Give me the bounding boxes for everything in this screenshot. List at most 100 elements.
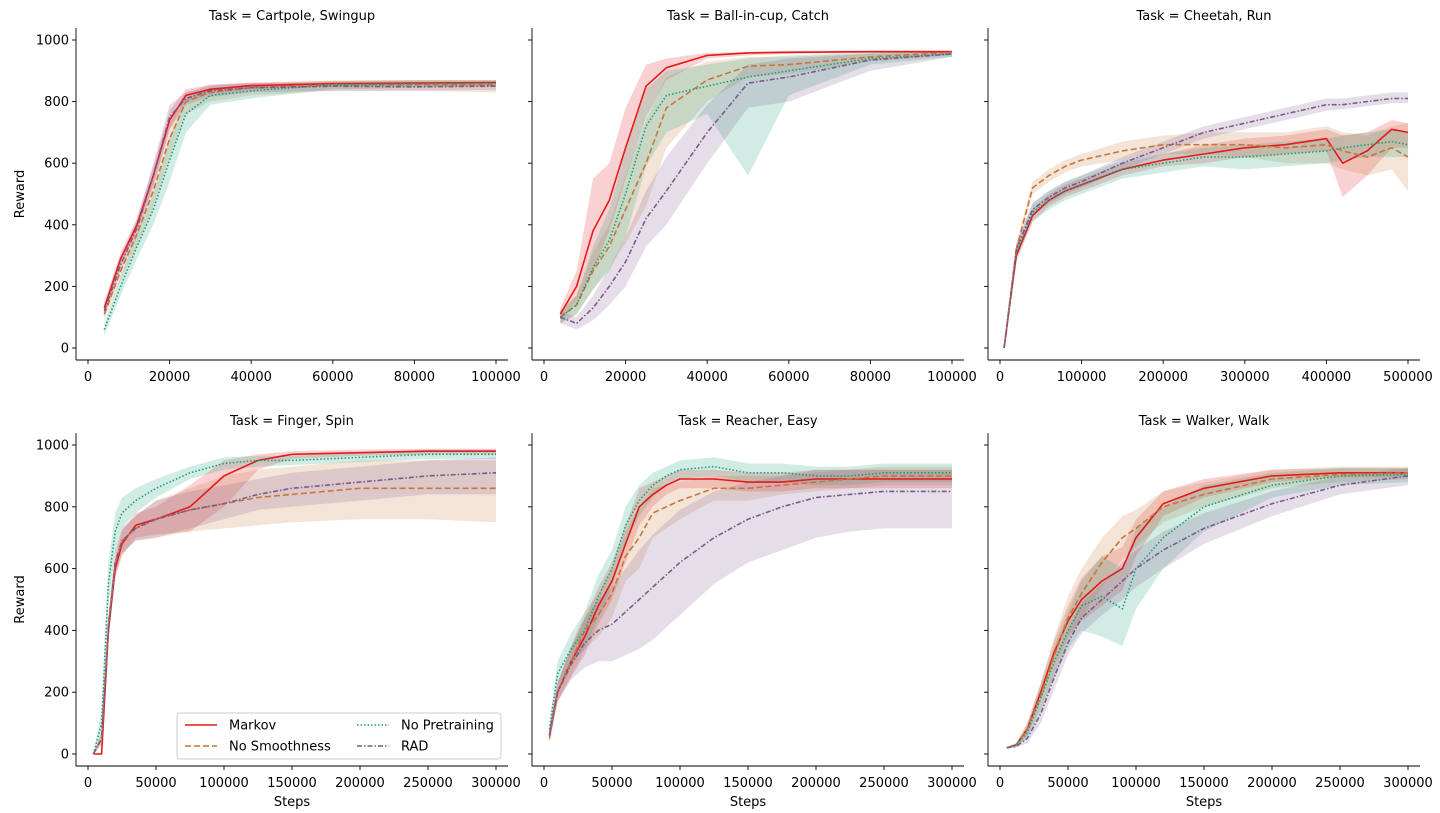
x-tick-label: 100000 <box>927 370 977 385</box>
series-line-no-pretraining <box>92 453 496 755</box>
x-tick-label: 50000 <box>135 776 176 791</box>
x-tick-label: 40000 <box>687 370 728 385</box>
series-line-rad <box>103 85 497 312</box>
x-tick-label: 20000 <box>605 370 646 385</box>
legend-label: RAD <box>401 740 428 755</box>
series-line-no-pretraining <box>559 53 953 318</box>
band-no-pretraining <box>1006 468 1408 748</box>
x-tick-label: 100000 <box>1111 776 1161 791</box>
x-tick-label: 200000 <box>1138 370 1188 385</box>
series-line-no-pretraining <box>1003 140 1409 349</box>
x-tick-label: 0 <box>996 370 1004 385</box>
x-tick-label: 250000 <box>403 776 453 791</box>
x-tick-label: 400000 <box>1302 370 1352 385</box>
y-tick-label: 1000 <box>36 439 69 454</box>
x-tick-label: 60000 <box>312 370 353 385</box>
x-tick-label: 300000 <box>1220 370 1270 385</box>
band-markov <box>1006 468 1408 748</box>
band-rad <box>1004 92 1408 349</box>
band-no-pretraining <box>1004 129 1408 348</box>
series-line-no-pretraining <box>103 82 497 330</box>
y-axis-label: Reward <box>13 575 28 623</box>
y-tick-label: 400 <box>44 218 69 233</box>
legend-label: No Pretraining <box>401 719 494 734</box>
x-axis-label: Steps <box>730 795 767 810</box>
x-tick-label: 200000 <box>335 776 385 791</box>
band-no-smoothness <box>1004 123 1408 348</box>
y-tick-label: 600 <box>44 157 69 172</box>
series-line-markov <box>559 50 952 315</box>
panel-title: Task = Cartpole, Swingup <box>208 9 375 24</box>
x-tick-label: 60000 <box>768 370 809 385</box>
x-tick-label: 100000 <box>655 776 705 791</box>
band-no-pretraining <box>104 80 497 336</box>
x-tick-label: 150000 <box>723 776 773 791</box>
legend-label: No Smoothness <box>229 740 331 755</box>
panel-title: Task = Finger, Spin <box>229 414 354 429</box>
x-tick-label: 250000 <box>859 776 909 791</box>
series-line-markov <box>1003 128 1409 349</box>
band-rad <box>93 457 497 754</box>
band-no-smoothness <box>104 80 497 321</box>
chart-panel-6: 0 50000 100000 150000 200000 250000 300000 Task… <box>984 414 1433 810</box>
chart-panel-4: 0 200 400 600 800 1000 0 50000 100000 150000 20000… <box>13 414 521 810</box>
legend: Markov No Pretraining No Smoothness RAD <box>176 712 502 760</box>
legend-label: Markov <box>229 719 277 734</box>
y-tick-label: 600 <box>44 562 69 577</box>
band-rad <box>104 82 497 318</box>
x-tick-label: 300000 <box>1383 776 1433 791</box>
series-line-no-smoothness <box>1006 472 1409 749</box>
y-tick-label: 400 <box>44 624 69 639</box>
x-tick-label: 80000 <box>850 370 891 385</box>
y-tick-label: 800 <box>44 500 69 515</box>
band-no-smoothness <box>1006 466 1408 748</box>
y-tick-label: 200 <box>44 686 69 701</box>
panel-title: Task = Ball-in-cup, Catch <box>666 9 829 24</box>
series-line-rad <box>560 53 953 325</box>
x-axis-label: Steps <box>1186 795 1223 810</box>
band-markov <box>93 448 497 754</box>
y-axis-label: Reward <box>13 170 28 218</box>
band-no-smoothness <box>93 460 497 754</box>
series-line-markov <box>1006 471 1408 749</box>
x-tick-label: 50000 <box>1047 776 1088 791</box>
panel-title: Task = Cheetah, Run <box>1135 9 1271 24</box>
chart-panel-2: 0 20000 40000 60000 80000 100000 Task = Ball-i… <box>528 9 977 385</box>
x-tick-label: 150000 <box>1179 776 1229 791</box>
x-tick-label: 200000 <box>1247 776 1297 791</box>
band-rad <box>549 469 952 742</box>
x-tick-label: 100000 <box>1057 370 1107 385</box>
series-line-no-pretraining <box>1006 473 1409 749</box>
series-line-no-smoothness <box>559 51 953 318</box>
x-tick-label: 80000 <box>394 370 435 385</box>
legend-frame <box>176 712 502 760</box>
y-tick-label: 200 <box>44 280 69 295</box>
x-tick-label: 250000 <box>1315 776 1365 791</box>
band-no-smoothness <box>560 50 952 324</box>
series-line-rad <box>1006 475 1409 749</box>
x-tick-label: 100000 <box>199 776 249 791</box>
band-rad <box>560 51 952 330</box>
series-line-no-smoothness <box>103 83 496 315</box>
series-line-rad <box>548 490 952 736</box>
chart-panel-1: 0 200 400 600 800 1000 0 20000 40000 60000 80000 10… <box>13 9 521 385</box>
x-tick-label: 0 <box>84 776 92 791</box>
x-tick-label: 40000 <box>231 370 272 385</box>
chart-panel-3: 0 100000 200000 300000 400000 500000 Task = Ch… <box>984 9 1433 385</box>
band-markov <box>1004 120 1408 348</box>
x-tick-label: 500000 <box>1383 370 1433 385</box>
y-tick-label: 800 <box>44 95 69 110</box>
x-tick-label: 20000 <box>149 370 190 385</box>
panel-title: Task = Walker, Walk <box>1138 414 1270 429</box>
x-axis-label: Steps <box>274 795 311 810</box>
x-tick-label: 0 <box>540 776 548 791</box>
x-tick-label: 150000 <box>267 776 317 791</box>
x-tick-label: 200000 <box>791 776 841 791</box>
x-tick-label: 300000 <box>471 776 521 791</box>
series-line-markov <box>103 81 497 309</box>
x-tick-label: 300000 <box>927 776 977 791</box>
x-tick-label: 0 <box>996 776 1004 791</box>
x-tick-label: 0 <box>84 370 92 385</box>
series-line-rad <box>92 472 497 755</box>
x-tick-label: 100000 <box>471 370 521 385</box>
